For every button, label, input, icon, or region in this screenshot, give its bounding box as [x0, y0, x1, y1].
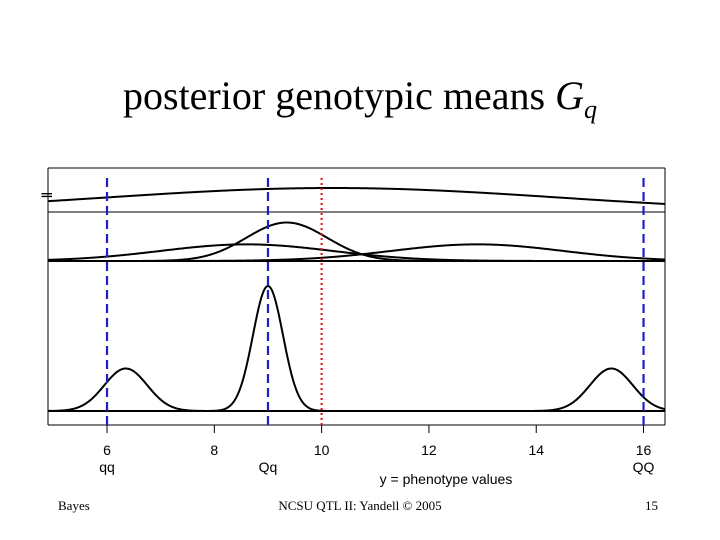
- footer-center: NCSU QTL II: Yandell © 2005: [278, 498, 442, 513]
- footer-right: 15: [645, 498, 658, 513]
- x-tick-label-16: 16: [636, 442, 652, 458]
- x-tick-label-14: 14: [528, 442, 544, 458]
- title-subscript: q: [584, 95, 597, 124]
- footer-left: Bayes: [58, 498, 90, 513]
- panel-2-density-3: [48, 243, 666, 262]
- title-text: posterior genotypic means: [123, 73, 546, 118]
- x-axis-label: y = phenotype values: [380, 471, 513, 487]
- left-axis-glyph: Ⅱ: [39, 192, 55, 199]
- genotype-label-qq: qq: [99, 459, 115, 475]
- x-tick-label-10: 10: [314, 442, 330, 458]
- panel-3-density-3: [48, 367, 666, 412]
- x-tick-label-6: 6: [103, 442, 111, 458]
- slide-title: posterior genotypic means Gq: [0, 72, 720, 125]
- panel-3-density-2: [48, 284, 665, 412]
- genotype-label-QQ: QQ: [633, 459, 655, 475]
- x-tick-label-8: 8: [210, 442, 218, 458]
- title-symbol: G: [555, 73, 584, 118]
- genotype-label-Qq: Qq: [259, 459, 278, 475]
- panel-1-density-1: [47, 187, 666, 205]
- x-tick-label-12: 12: [421, 442, 437, 458]
- panel-3-density-1: [47, 367, 665, 412]
